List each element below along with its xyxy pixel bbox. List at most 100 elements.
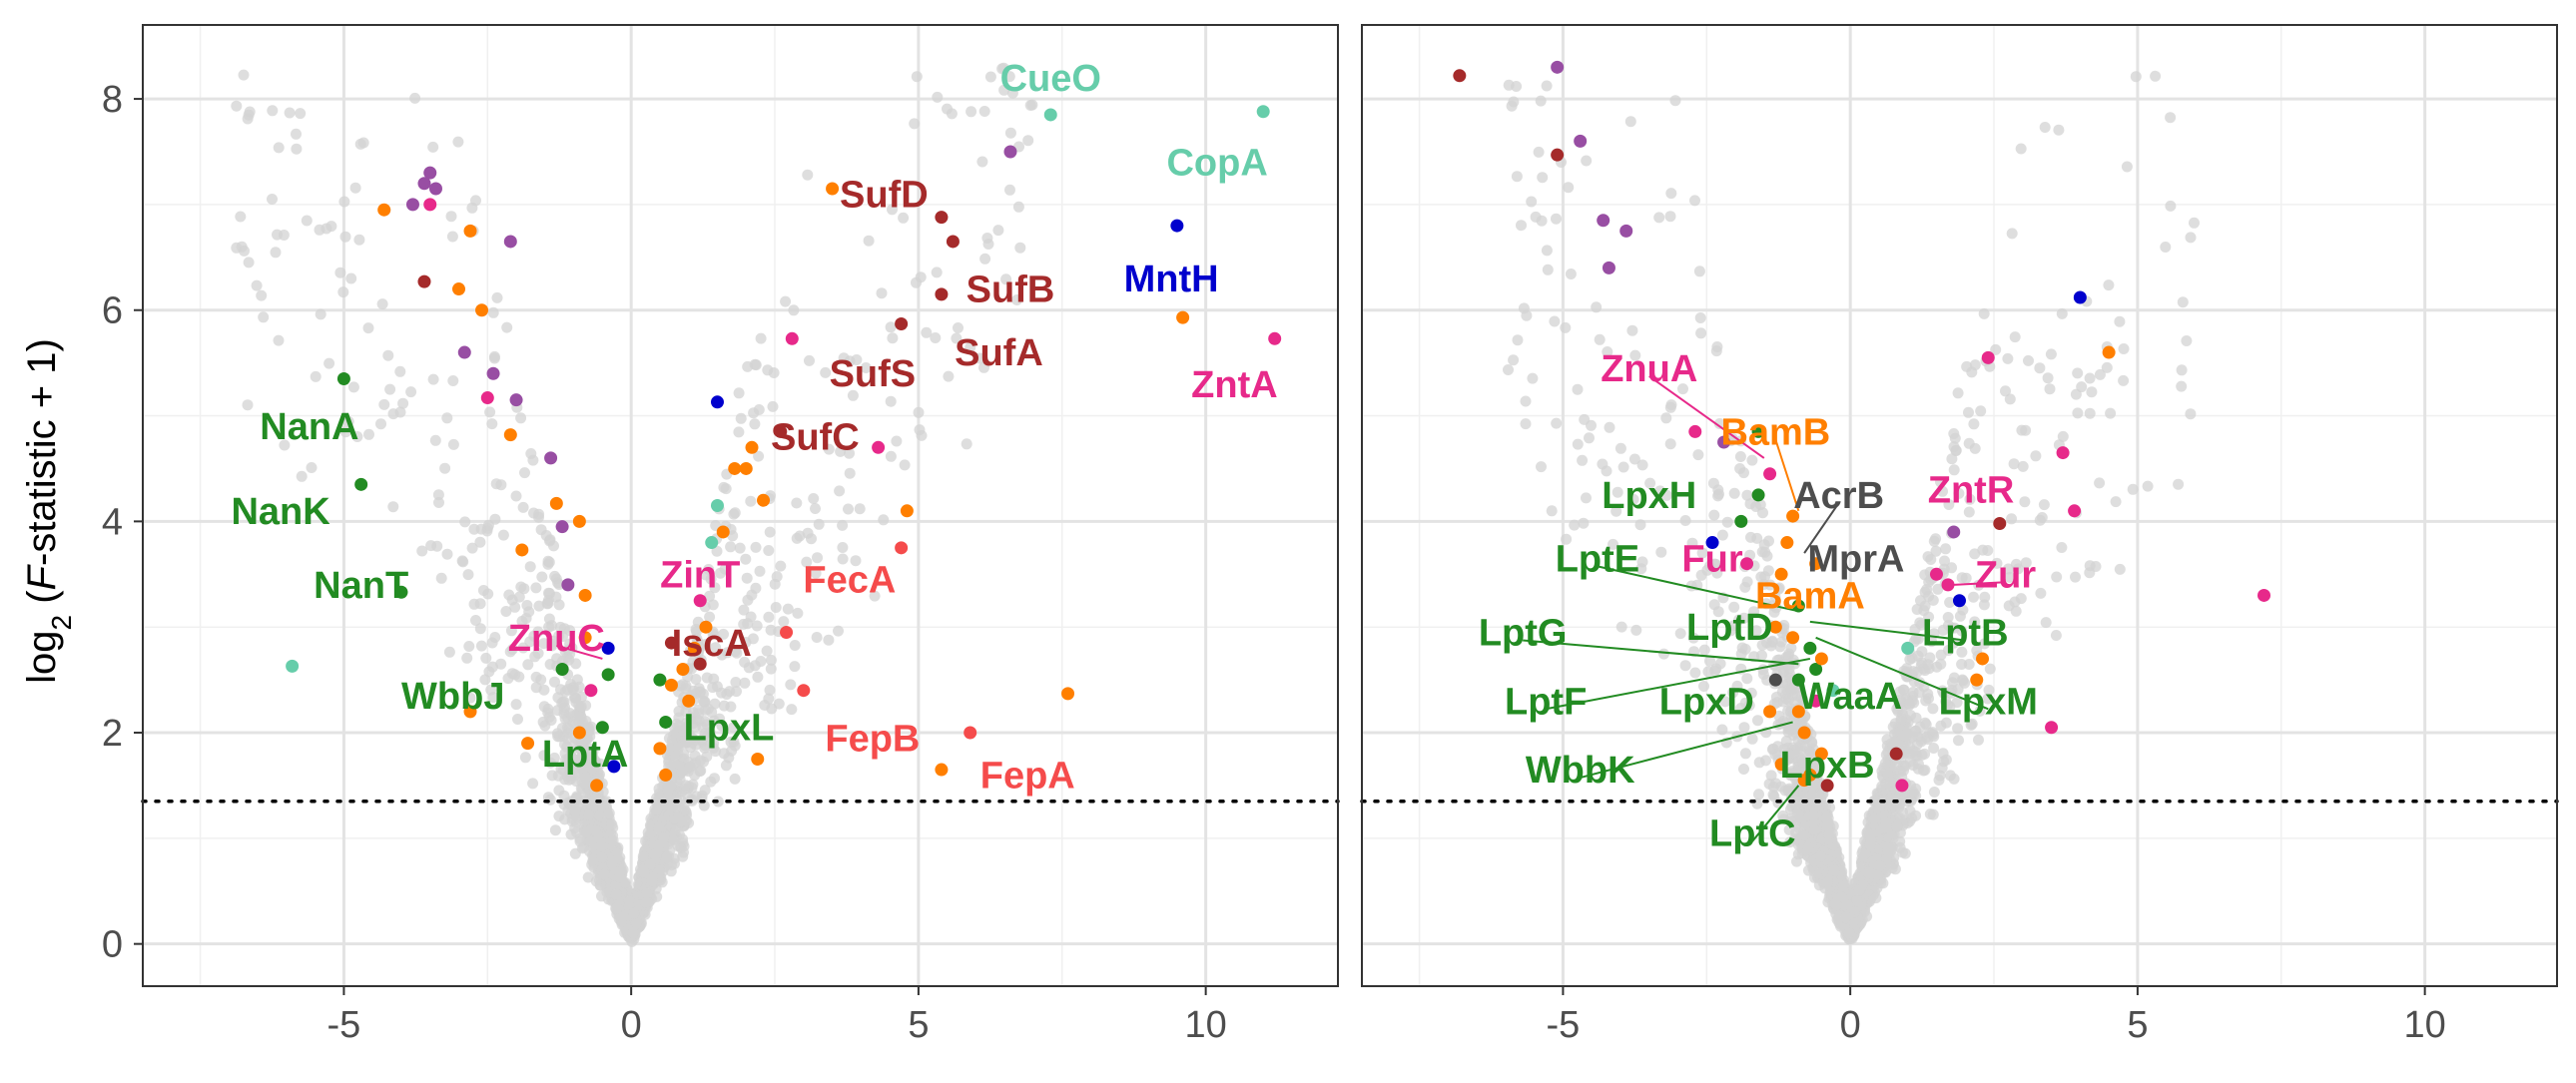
gene-point-bg (1536, 461, 1547, 473)
gene-label-lptf: LptF (1505, 681, 1587, 723)
gene-point-bg (272, 229, 283, 241)
gene-point-bg (1783, 663, 1795, 675)
gene-point-bg (885, 450, 897, 462)
gene-point-blue (607, 760, 621, 774)
gene-point-bg (339, 231, 351, 243)
gene-point-bg (844, 467, 856, 479)
gene-point-bg (1012, 201, 1024, 213)
gene-point-bg (1614, 442, 1626, 454)
gene-point-green (601, 668, 615, 682)
gene-point-bg (2008, 458, 2020, 470)
gene-point-bg (1758, 579, 1770, 590)
gene-point-bg (664, 744, 676, 756)
gene-point-bg (425, 540, 437, 552)
gene-point-bg (806, 533, 817, 545)
gene-point-bg (786, 704, 798, 716)
gene-point-bg (1973, 734, 1984, 746)
gene-point-bg (351, 431, 363, 442)
gene-point-bg (519, 752, 531, 764)
gene-point-bg (575, 701, 587, 713)
gene-point-bg (731, 686, 742, 698)
gene-point-orange (664, 678, 678, 692)
gene-point-bg (1897, 846, 1908, 858)
gene-point-bg (751, 620, 763, 632)
gene-point-bg (470, 195, 481, 207)
gene-point-bg (463, 641, 475, 652)
gene-point-bg (2044, 383, 2056, 395)
gene-point-bg (1802, 864, 1814, 876)
gene-point-bg (649, 848, 661, 860)
gene-point-bg (563, 774, 575, 786)
gene-point-bg (1674, 628, 1686, 640)
gene-point-blue (1953, 594, 1966, 608)
gene-point-green (1734, 514, 1748, 528)
gene-point-bg (763, 693, 775, 705)
gene-point-bg (1968, 418, 1980, 430)
gene-point-bg (1961, 360, 1973, 372)
gene-point-bg (1823, 828, 1835, 840)
gene-point-bg (339, 426, 351, 438)
gene-point-bg (1551, 213, 1562, 225)
gene-point-bg (459, 516, 471, 528)
gene-point-orange (1976, 652, 1990, 666)
gene-point-bg (1734, 451, 1746, 462)
gene-point-bg (574, 761, 586, 773)
gene-point-bg (1808, 823, 1820, 835)
label-leader-line (1648, 375, 1765, 459)
gene-point-bg (397, 397, 409, 409)
gene-point-bg (519, 467, 530, 479)
gene-point-bg (734, 542, 746, 554)
gene-point-bg (1584, 432, 1595, 444)
gene-point-orange (521, 737, 535, 751)
gene-point-darkred (1820, 779, 1834, 793)
gene-point-bg (267, 105, 279, 117)
gene-point-bg (1615, 621, 1627, 633)
gene-point-bg (1879, 758, 1891, 770)
gene-point-bg (544, 757, 556, 769)
gene-point-bg (1708, 509, 1720, 521)
gene-point-bg (577, 753, 589, 765)
gene-point-bg (2039, 122, 2051, 133)
gene-point-bg (1746, 454, 1758, 466)
gene-point-bg (533, 600, 545, 612)
gene-point-bg (704, 611, 716, 623)
gene-point-bg (1979, 591, 1991, 603)
gene-point-bg (672, 812, 684, 823)
gene-point-bg (2040, 617, 2052, 629)
gene-point-bg (1963, 659, 1975, 670)
gene-point-bg (1728, 487, 1740, 499)
gene-point-bg (1753, 789, 1764, 801)
gene-point-bg (729, 773, 741, 785)
gene-point-bg (522, 659, 534, 671)
gene-point-bg (2150, 70, 2162, 82)
gene-point-bg (640, 896, 652, 908)
gene-point-magenta (584, 684, 598, 698)
gene-point-bg (2181, 335, 2193, 346)
gene-point-bg (2009, 331, 2021, 343)
gene-point-bg (1798, 829, 1810, 841)
gene-point-bg (1861, 826, 1873, 838)
gene-point-bg (387, 501, 399, 513)
gene-point-bg (1503, 364, 1514, 375)
gene-point-bg (630, 917, 642, 929)
gene-point-bg (808, 493, 820, 504)
gene-point-bg (242, 113, 254, 125)
gene-point-darkred (1889, 747, 1903, 761)
gene-point-bg (1940, 543, 1952, 555)
gene-point-bg (2118, 343, 2130, 354)
gene-point-bg (700, 569, 712, 581)
gene-point-bg (1786, 682, 1798, 694)
gene-point-bg (1626, 324, 1638, 336)
gene-point-purple (486, 366, 500, 380)
gene-point-bg (1710, 345, 1722, 357)
gene-point-bg (603, 808, 615, 819)
gene-point-bg (720, 760, 732, 772)
gene-point-bg (823, 634, 835, 646)
gene-point-bg (680, 780, 692, 792)
gene-point-bg (546, 770, 558, 782)
gene-point-bg (653, 821, 665, 833)
highlighted-points (1453, 60, 2271, 793)
gene-point-bg (1527, 372, 1539, 384)
gene-point-orange (935, 763, 949, 777)
gene-point-blue (2073, 290, 2087, 304)
